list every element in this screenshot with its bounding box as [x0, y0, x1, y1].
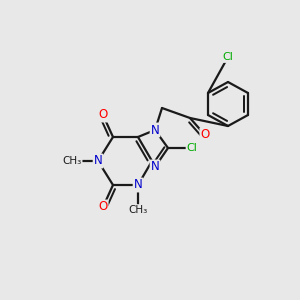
Text: CH₃: CH₃: [62, 156, 82, 166]
Text: CH₃: CH₃: [128, 205, 148, 215]
Text: O: O: [200, 128, 210, 142]
Text: N: N: [151, 124, 159, 136]
Text: Cl: Cl: [223, 52, 233, 62]
Text: Cl: Cl: [187, 143, 197, 153]
Text: O: O: [98, 109, 108, 122]
Text: N: N: [151, 160, 159, 173]
Text: N: N: [134, 178, 142, 191]
Text: N: N: [94, 154, 102, 167]
Text: O: O: [98, 200, 108, 214]
